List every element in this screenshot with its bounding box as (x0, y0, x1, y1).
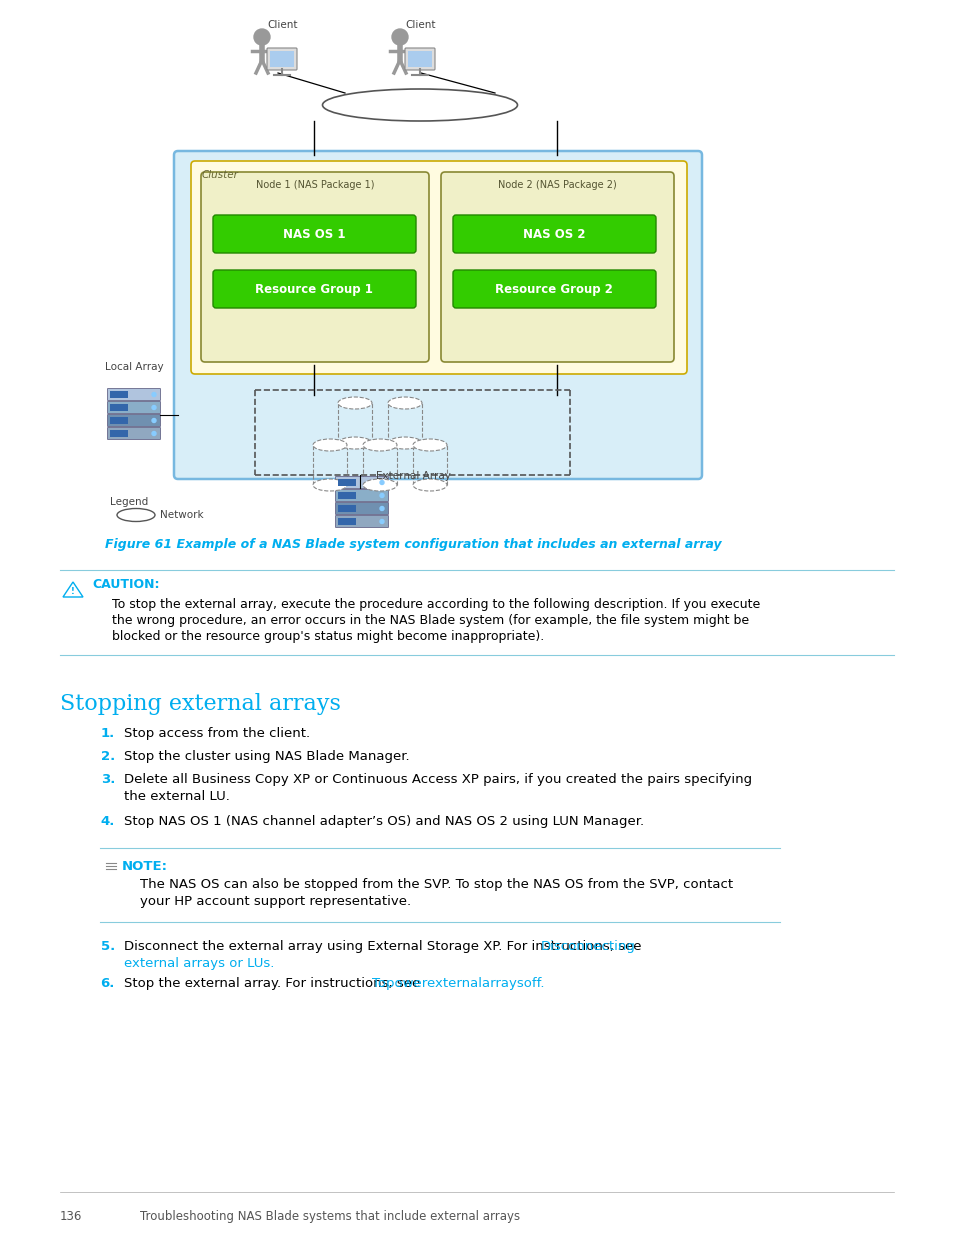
Text: Figure 61 Example of a NAS Blade system configuration that includes an external : Figure 61 Example of a NAS Blade system … (105, 538, 720, 551)
Text: The NAS OS can also be stopped from the SVP. To stop the NAS OS from the SVP, co: The NAS OS can also be stopped from the … (140, 878, 732, 890)
Text: Network: Network (160, 510, 203, 520)
Text: blocked or the resource group's status might become inappropriate).: blocked or the resource group's status m… (112, 630, 543, 643)
Text: Client: Client (405, 20, 436, 30)
Text: your HP account support representative.: your HP account support representative. (140, 895, 411, 908)
Bar (110, 404, 128, 411)
FancyBboxPatch shape (213, 270, 416, 308)
FancyBboxPatch shape (335, 503, 388, 515)
FancyBboxPatch shape (191, 161, 686, 374)
Ellipse shape (117, 509, 154, 521)
Ellipse shape (388, 437, 421, 450)
Text: Stop the cluster using NAS Blade Manager.: Stop the cluster using NAS Blade Manager… (124, 750, 409, 763)
Ellipse shape (363, 438, 396, 451)
Text: Local Array: Local Array (105, 362, 163, 372)
Text: CAUTION:: CAUTION: (91, 578, 159, 592)
Text: Stop the external array. For instructions, see: Stop the external array. For instruction… (124, 977, 424, 990)
Ellipse shape (388, 396, 421, 409)
Text: Resource Group 2: Resource Group 2 (495, 283, 612, 295)
Ellipse shape (322, 89, 517, 121)
Bar (337, 479, 355, 487)
Text: 5.: 5. (101, 940, 115, 953)
FancyBboxPatch shape (108, 427, 160, 440)
Bar (337, 517, 355, 525)
FancyBboxPatch shape (267, 48, 296, 70)
FancyBboxPatch shape (108, 415, 160, 426)
Circle shape (152, 431, 156, 436)
FancyBboxPatch shape (453, 270, 656, 308)
Text: Disconnecting: Disconnecting (540, 940, 636, 953)
Bar (110, 391, 128, 398)
Text: the external LU.: the external LU. (124, 790, 230, 803)
FancyBboxPatch shape (108, 389, 160, 400)
Text: Stop NAS OS 1 (NAS channel adapter’s OS) and NAS OS 2 using LUN Manager.: Stop NAS OS 1 (NAS channel adapter’s OS)… (124, 815, 643, 827)
Bar (408, 51, 432, 67)
Ellipse shape (337, 396, 372, 409)
Ellipse shape (337, 437, 372, 450)
Bar (270, 51, 294, 67)
Text: Troubleshooting NAS Blade systems that include external arrays: Troubleshooting NAS Blade systems that i… (140, 1210, 519, 1223)
Ellipse shape (363, 479, 396, 492)
Text: To stop the external array, execute the procedure according to the following des: To stop the external array, execute the … (112, 598, 760, 611)
Text: Topowerexternalarraysoff.: Topowerexternalarraysoff. (372, 977, 544, 990)
Circle shape (392, 28, 408, 44)
Text: 4.: 4. (100, 815, 115, 827)
Text: Stopping external arrays: Stopping external arrays (60, 693, 340, 715)
FancyBboxPatch shape (453, 215, 656, 253)
Ellipse shape (313, 479, 347, 492)
Text: Disconnect the external array using External Storage XP. For instructions, see: Disconnect the external array using Exte… (124, 940, 645, 953)
Text: NOTE:: NOTE: (122, 860, 168, 873)
Text: 2.: 2. (101, 750, 115, 763)
Circle shape (253, 28, 270, 44)
Text: Legend: Legend (110, 496, 148, 508)
Ellipse shape (413, 438, 447, 451)
Text: Cluster: Cluster (202, 170, 238, 180)
Text: 3.: 3. (100, 773, 115, 785)
Text: Delete all Business Copy XP or Continuous Access XP pairs, if you created the pa: Delete all Business Copy XP or Continuou… (124, 773, 751, 785)
Text: Resource Group 1: Resource Group 1 (254, 283, 373, 295)
Text: external arrays or LUs.: external arrays or LUs. (124, 957, 274, 969)
FancyBboxPatch shape (173, 151, 701, 479)
Ellipse shape (413, 479, 447, 492)
Text: Node 2 (NAS Package 2): Node 2 (NAS Package 2) (497, 180, 616, 190)
Circle shape (152, 405, 156, 410)
Circle shape (379, 480, 384, 484)
Text: NAS OS 1: NAS OS 1 (282, 227, 345, 241)
Bar (110, 430, 128, 437)
FancyBboxPatch shape (213, 215, 416, 253)
Text: Stop access from the client.: Stop access from the client. (124, 727, 310, 740)
Polygon shape (63, 582, 83, 597)
FancyBboxPatch shape (335, 477, 388, 489)
Bar (110, 417, 128, 424)
Text: !: ! (71, 587, 75, 595)
Text: Client: Client (268, 20, 298, 30)
FancyBboxPatch shape (405, 48, 435, 70)
Text: 136: 136 (60, 1210, 82, 1223)
Bar (337, 492, 355, 499)
Text: the wrong procedure, an error occurs in the NAS Blade system (for example, the f: the wrong procedure, an error occurs in … (112, 614, 748, 627)
FancyBboxPatch shape (108, 401, 160, 414)
Text: 6.: 6. (100, 977, 115, 990)
Bar (337, 505, 355, 513)
Circle shape (379, 506, 384, 510)
Text: NAS OS 2: NAS OS 2 (522, 227, 584, 241)
Circle shape (379, 520, 384, 524)
Ellipse shape (313, 438, 347, 451)
Circle shape (152, 419, 156, 422)
Circle shape (152, 393, 156, 396)
Text: 1.: 1. (101, 727, 115, 740)
FancyBboxPatch shape (201, 172, 429, 362)
Text: External Array: External Array (375, 471, 450, 480)
Text: Node 1 (NAS Package 1): Node 1 (NAS Package 1) (255, 180, 374, 190)
FancyBboxPatch shape (335, 489, 388, 501)
FancyBboxPatch shape (335, 515, 388, 527)
FancyBboxPatch shape (440, 172, 673, 362)
Circle shape (379, 494, 384, 498)
